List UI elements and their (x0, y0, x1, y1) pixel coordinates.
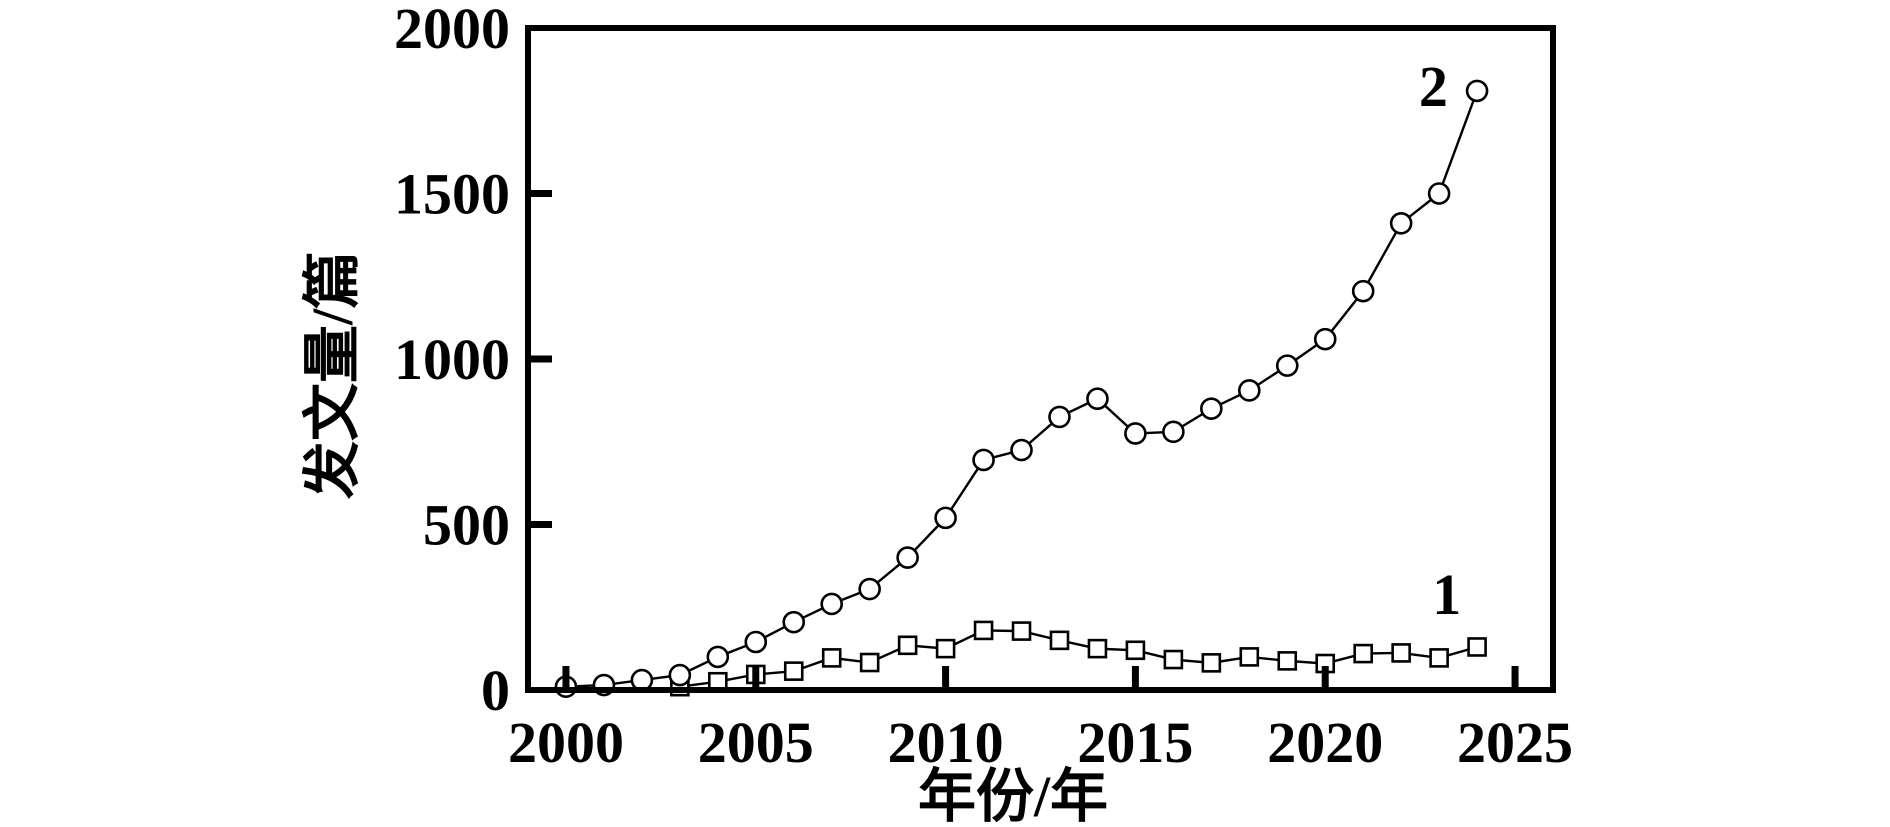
x-tick-label: 2005 (698, 710, 814, 775)
series-2-point-circle (858, 577, 881, 601)
series-1-point-square (1239, 647, 1260, 667)
series-1-point-square (1049, 630, 1070, 651)
series-1-point-square (973, 620, 994, 641)
series-1-point-square (1353, 643, 1373, 664)
series-2-point-circle (1086, 387, 1109, 411)
series-2-point-circle (1351, 279, 1375, 303)
series-2-point-circle (668, 663, 692, 687)
series-1-point-square (1011, 621, 1032, 641)
series-2-point-circle (1010, 438, 1033, 462)
y-tick-label: 0 (481, 658, 510, 723)
tick-label-layer: 2000 2005 2010 2015 2020 2025 0 500 1000 1500 2000 (394, 0, 1573, 775)
x-tick-label: 2025 (1457, 710, 1573, 775)
series-1-point-square (821, 648, 842, 668)
series-2-point-circle (1124, 422, 1147, 445)
series-1-point-square (935, 638, 956, 659)
series-2-point-circle (896, 546, 919, 569)
series-2-point-circle (706, 645, 730, 669)
series-1-point-square (897, 635, 918, 656)
series-1-point-square (1201, 653, 1222, 673)
x-tick-label: 2020 (1267, 710, 1383, 775)
series-2-point-circle (1389, 211, 1413, 235)
series-1-point-square (859, 652, 880, 673)
series-2-label: 2 (1419, 54, 1448, 119)
x-tick-label: 2015 (1077, 710, 1193, 775)
series-1-label: 1 (1432, 562, 1461, 627)
series-2-point-circle (1275, 354, 1299, 377)
series-1-point-square (1467, 637, 1487, 657)
series-2-line (565, 90, 1479, 688)
series-2-point-circle (934, 506, 957, 530)
series-2-point-circle (972, 448, 995, 472)
series-1-point-square (1087, 638, 1108, 659)
series-layer (554, 79, 1489, 698)
x-axis-title: 年份/年 (918, 764, 1108, 827)
x-tick-label: 2000 (508, 710, 624, 775)
series-2-point-circle (1427, 182, 1451, 205)
series-2-point-circle (1048, 405, 1071, 429)
y-axis-title: 发文量/篇 (300, 251, 365, 499)
series-2-point-circle (744, 630, 768, 654)
axes-layer (525, 25, 1556, 693)
x-tick-label: 2010 (888, 710, 1004, 775)
annotation-layer: 21 (1419, 54, 1461, 627)
series-2-point-circle (1465, 79, 1489, 103)
series-2-point-circle (1237, 379, 1261, 402)
series-1-point-square (783, 661, 804, 681)
series-2-point-circle (1313, 327, 1337, 351)
series-2-point-circle (1162, 420, 1185, 444)
y-tick-label: 1500 (394, 162, 510, 227)
y-tick-label: 2000 (394, 0, 510, 61)
series-2-point-circle (782, 610, 806, 634)
y-tick-label: 1000 (394, 327, 510, 392)
series-1-point-square (1163, 649, 1184, 670)
series-1-point-square (1391, 643, 1411, 663)
y-tick-label: 500 (423, 493, 510, 558)
series-1-line (679, 629, 1478, 688)
plot-border (525, 25, 1556, 693)
series-1-point-square (1429, 648, 1449, 668)
series-1-point-square (1125, 640, 1146, 661)
series-1-point-square (1277, 651, 1298, 671)
series-2-point-circle (1200, 397, 1223, 420)
series-2-point-circle (820, 592, 844, 616)
